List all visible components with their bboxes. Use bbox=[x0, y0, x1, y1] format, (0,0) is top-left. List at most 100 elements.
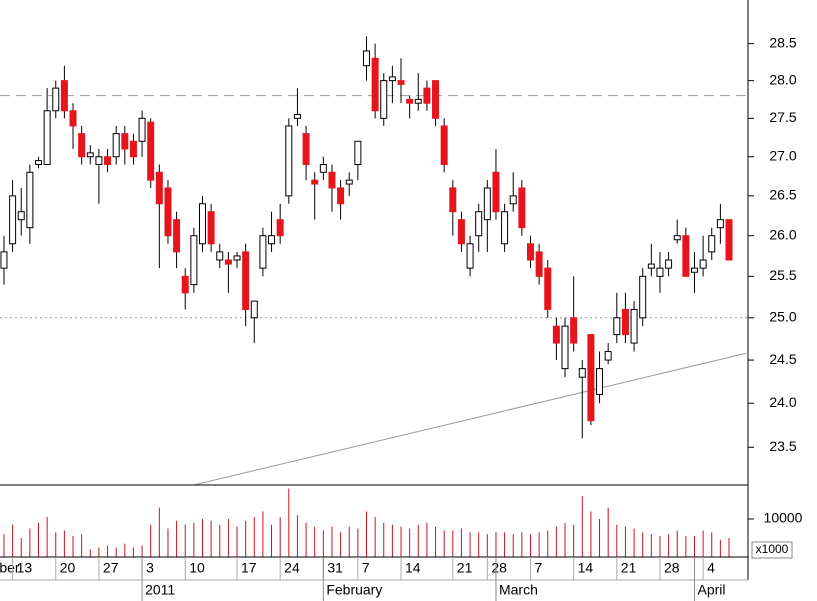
candle-body bbox=[406, 98, 414, 104]
candle-body bbox=[104, 156, 112, 166]
candle-body bbox=[268, 235, 276, 245]
candle-body bbox=[224, 259, 232, 265]
x-tick-label: 7 bbox=[362, 560, 370, 576]
x-tick-label: 7 bbox=[534, 560, 542, 576]
candle-body bbox=[397, 80, 405, 85]
candle-body bbox=[86, 152, 94, 158]
candle-body bbox=[630, 308, 638, 344]
candle-body bbox=[423, 87, 431, 104]
candle-body bbox=[725, 219, 733, 261]
candle-body bbox=[345, 179, 353, 185]
candle-body bbox=[69, 110, 77, 127]
candle-body bbox=[466, 243, 474, 269]
candle-body bbox=[535, 251, 543, 277]
candle-body bbox=[43, 110, 51, 166]
candle-body bbox=[440, 125, 448, 166]
candle-body bbox=[613, 317, 621, 336]
candle-body bbox=[621, 308, 629, 336]
y-tick-label: 28.5 bbox=[769, 34, 796, 50]
candle-body bbox=[190, 235, 198, 286]
y-tick-label: 24.5 bbox=[769, 351, 796, 367]
y-tick-label: 24.0 bbox=[769, 394, 796, 410]
candle-body bbox=[147, 121, 155, 181]
candle-body bbox=[155, 171, 163, 205]
candle-body bbox=[665, 259, 673, 269]
candle-body bbox=[207, 211, 215, 245]
candle-body bbox=[259, 235, 267, 269]
x-tick-label: 27 bbox=[103, 560, 119, 576]
candle-body bbox=[276, 219, 284, 237]
candle-body bbox=[311, 179, 319, 185]
candle-body bbox=[371, 57, 379, 112]
candle-body bbox=[639, 275, 647, 319]
candle-body bbox=[518, 187, 526, 229]
candle-body bbox=[293, 114, 301, 119]
candle-body bbox=[198, 203, 206, 245]
volume-unit: x1000 bbox=[756, 542, 789, 556]
candle-body bbox=[587, 334, 595, 422]
y-tick-label: 23.5 bbox=[769, 438, 796, 454]
candle-body bbox=[380, 80, 388, 119]
candle-body bbox=[233, 255, 241, 261]
candle-body bbox=[95, 156, 103, 166]
candle-body bbox=[414, 98, 422, 104]
candle-body bbox=[475, 211, 483, 237]
x-tick-label: 31 bbox=[327, 560, 343, 576]
x-tick-label: 13 bbox=[17, 560, 33, 576]
x-tick-label: 4 bbox=[707, 560, 715, 576]
candle-body bbox=[673, 235, 681, 241]
month-label: March bbox=[499, 582, 538, 598]
month-label: April bbox=[697, 582, 725, 598]
candle-body bbox=[112, 133, 120, 158]
candle-body bbox=[604, 351, 612, 361]
candle-body bbox=[699, 259, 707, 269]
candle-body bbox=[388, 76, 396, 82]
volume-unit-box bbox=[751, 541, 793, 559]
candle-body bbox=[716, 219, 724, 229]
candle-body bbox=[173, 219, 181, 253]
candle-body bbox=[570, 317, 578, 344]
candle-body bbox=[164, 187, 172, 237]
x-tick-label: 21 bbox=[621, 560, 637, 576]
candle-body bbox=[552, 325, 560, 344]
y-tick-label: 28.0 bbox=[769, 71, 796, 87]
candle-body bbox=[708, 235, 716, 253]
y-tick-label: 25.5 bbox=[769, 267, 796, 283]
candle-body bbox=[52, 87, 60, 112]
candle-body bbox=[302, 133, 310, 166]
candle-body bbox=[216, 251, 224, 261]
candle-body bbox=[78, 133, 86, 158]
candle-body bbox=[285, 125, 293, 197]
x-tick-label: 17 bbox=[241, 560, 257, 576]
candle-body bbox=[138, 117, 146, 142]
candle-body bbox=[362, 50, 370, 67]
x-tick-label: 14 bbox=[405, 560, 421, 576]
candle-body bbox=[17, 211, 25, 221]
y-tick-label: 27.5 bbox=[769, 109, 796, 125]
candle-body bbox=[181, 275, 189, 294]
candle-body bbox=[26, 171, 34, 229]
volume-tick-label: 10000 bbox=[764, 510, 803, 526]
candle-body bbox=[501, 211, 509, 245]
month-label: February bbox=[326, 582, 382, 598]
trendline bbox=[193, 352, 747, 486]
x-tick-label: 28 bbox=[664, 560, 680, 576]
y-tick-label: 26.5 bbox=[769, 187, 796, 203]
candle-body bbox=[647, 263, 655, 269]
candle-body bbox=[483, 187, 491, 221]
candle-body bbox=[319, 164, 327, 173]
x-tick-label: 28 bbox=[491, 560, 507, 576]
candle-body bbox=[60, 80, 68, 112]
candle-body bbox=[328, 171, 336, 189]
candle-body bbox=[449, 187, 457, 213]
candle-body bbox=[9, 195, 17, 245]
x-tick-label: 24 bbox=[284, 560, 300, 576]
candle-body bbox=[578, 368, 586, 378]
x-tick-label: ber bbox=[0, 560, 20, 576]
candle-body bbox=[596, 368, 604, 396]
candle-body bbox=[129, 140, 137, 158]
candle-body bbox=[561, 325, 569, 370]
